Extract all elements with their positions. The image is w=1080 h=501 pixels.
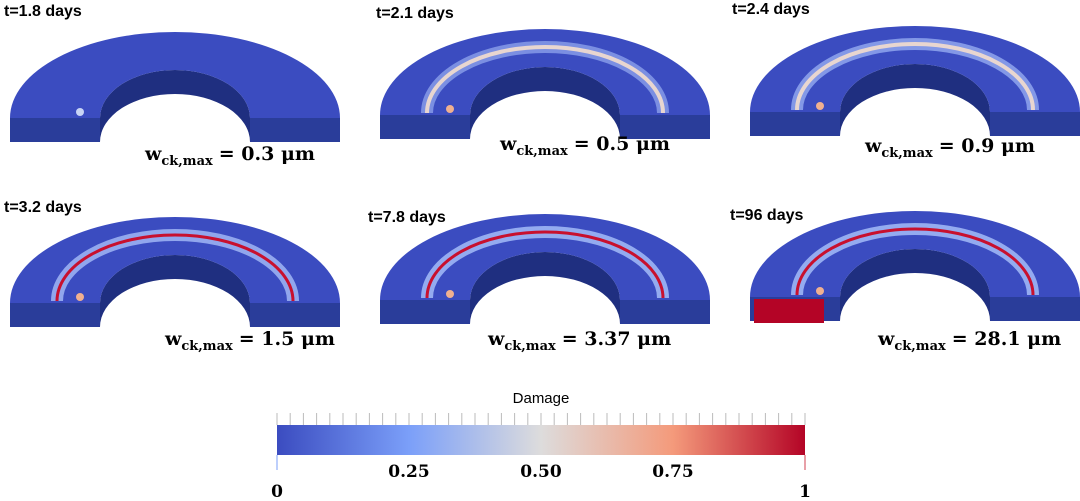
colorbar-gradient xyxy=(277,425,805,455)
tick-label: 0.50 xyxy=(520,462,562,482)
ring-top xyxy=(380,214,710,300)
colorbar-title: Damage xyxy=(513,390,570,407)
symbol: w xyxy=(144,143,162,165)
ring-top xyxy=(10,32,340,118)
crack-width-label: wck,max = 0.5 μm xyxy=(499,133,670,159)
ring-top xyxy=(380,29,710,116)
ring-top xyxy=(10,217,340,303)
damage-crack xyxy=(425,45,665,114)
ring-side xyxy=(380,115,710,139)
subscript: ck,max xyxy=(504,339,556,354)
time-label: t=2.4 days xyxy=(732,1,810,18)
damage-spot xyxy=(446,105,454,113)
ring-inner-wall xyxy=(470,252,620,324)
crack-width-label: wck,max = 28.1 μm xyxy=(877,328,1061,354)
subscript: ck,max xyxy=(881,146,933,161)
crack-width-label: wck,max = 1.5 μm xyxy=(164,328,335,354)
ring-side xyxy=(380,300,710,324)
ring-side xyxy=(750,297,1080,321)
damage-spot xyxy=(76,293,84,301)
damage-crack xyxy=(425,230,665,299)
damage-crack xyxy=(55,233,295,302)
ring-inner-wall xyxy=(840,64,990,136)
crack-width: = 1.5 μm xyxy=(239,328,335,350)
tick-label: 0.75 xyxy=(652,462,693,482)
damage-crack xyxy=(795,227,1035,296)
subscript: ck,max xyxy=(894,339,946,354)
symbol: w xyxy=(164,328,182,350)
damage-crack xyxy=(795,42,1035,111)
crack-width-label: wck,max = 3.37 μm xyxy=(487,328,671,354)
crack-width: = 3.37 μm xyxy=(562,328,671,350)
ring-inner-wall xyxy=(840,249,990,321)
ring-side xyxy=(10,118,340,142)
time-label: t=1.8 days xyxy=(4,3,82,20)
time-label: t=3.2 days xyxy=(4,199,82,216)
subscript: ck,max xyxy=(161,154,213,169)
damage-zone xyxy=(754,299,824,323)
damage-spot xyxy=(816,102,824,110)
subscript: ck,max xyxy=(181,339,233,354)
ring-inner-wall xyxy=(100,70,250,142)
colorbar: Damage 0 0.25 0.50 0.75 1 xyxy=(271,390,811,501)
tick-label: 1 xyxy=(799,482,811,501)
damage-spot xyxy=(76,108,84,116)
crack-width: = 0.3 μm xyxy=(219,143,315,165)
panel: t=7.8 days wck,max = 3.37 μm xyxy=(368,209,710,354)
tick-label: 0.25 xyxy=(388,462,429,482)
panel: t=1.8 days wck,max = 0.3 μm xyxy=(4,3,340,169)
symbol: w xyxy=(487,328,505,350)
crack-width: = 0.5 μm xyxy=(574,133,670,155)
crack-width: = 0.9 μm xyxy=(939,135,1035,157)
ring-top xyxy=(750,211,1080,297)
damage-spot xyxy=(446,290,454,298)
panel: t=3.2 days wck,max = 1.5 μm xyxy=(4,199,340,354)
panel: t=2.4 days wck,max = 0.9 μm xyxy=(732,1,1080,161)
ring-top xyxy=(750,26,1080,112)
ring-inner-wall xyxy=(100,255,250,327)
panel: t=96 days wck,max = 28.1 μm xyxy=(730,207,1080,354)
time-label: t=7.8 days xyxy=(368,209,446,226)
symbol: w xyxy=(499,133,517,155)
ring-side xyxy=(10,303,340,327)
subscript: ck,max xyxy=(516,144,568,159)
crack-width-label: wck,max = 0.3 μm xyxy=(144,143,315,169)
panel: t=2.1 days wck,max = 0.5 μm xyxy=(376,5,710,159)
crack-width: = 28.1 μm xyxy=(952,328,1061,350)
time-label: t=96 days xyxy=(730,207,803,224)
crack-width-label: wck,max = 0.9 μm xyxy=(864,135,1035,161)
ring-side xyxy=(750,112,1080,136)
symbol: w xyxy=(877,328,895,350)
ring-inner-wall xyxy=(470,67,620,139)
symbol: w xyxy=(864,135,882,157)
tick-label: 0 xyxy=(271,482,283,501)
damage-spot xyxy=(816,287,824,295)
time-label: t=2.1 days xyxy=(376,5,454,22)
